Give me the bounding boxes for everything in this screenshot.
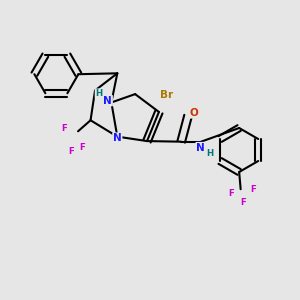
- Text: N: N: [113, 133, 122, 143]
- Text: F: F: [228, 189, 234, 198]
- Text: F: F: [61, 124, 67, 133]
- Text: F: F: [241, 198, 247, 207]
- Text: N: N: [196, 142, 205, 153]
- Text: O: O: [189, 108, 198, 118]
- Text: H: H: [95, 89, 102, 98]
- Text: F: F: [79, 142, 85, 152]
- Text: Br: Br: [160, 90, 173, 100]
- Text: F: F: [69, 147, 74, 156]
- Text: H: H: [206, 149, 213, 158]
- Text: F: F: [250, 185, 256, 194]
- Text: N: N: [103, 96, 112, 106]
